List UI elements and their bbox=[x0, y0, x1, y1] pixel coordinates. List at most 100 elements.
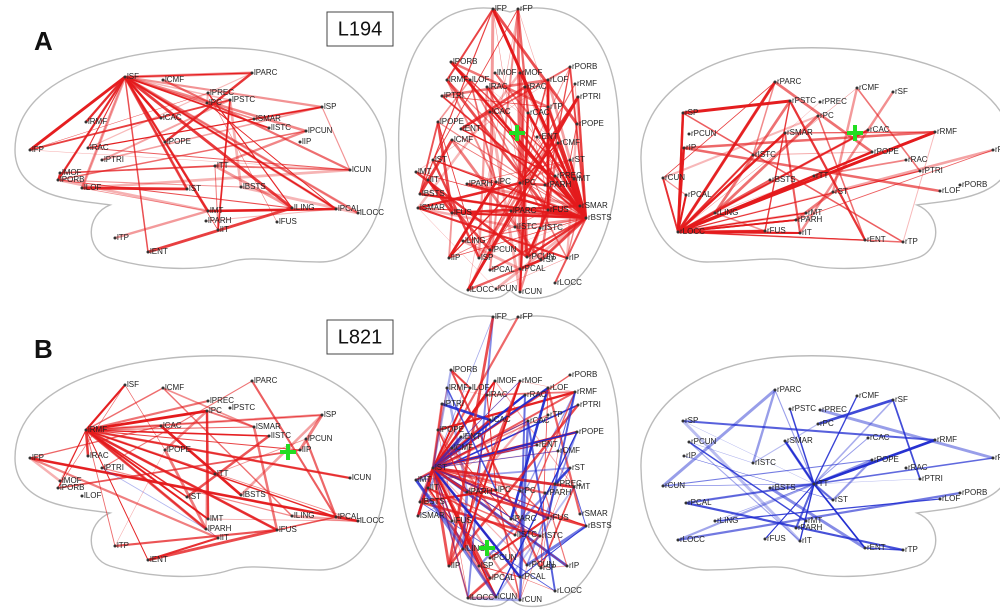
node-label: lPARH bbox=[469, 179, 493, 188]
node-label: lCAC bbox=[163, 113, 182, 122]
edge bbox=[517, 8, 587, 219]
node bbox=[509, 517, 513, 521]
node-label: lPTRI bbox=[444, 91, 464, 100]
node bbox=[783, 439, 787, 443]
node-label: rST bbox=[572, 155, 585, 164]
edge bbox=[81, 186, 188, 191]
node-label: lPARC bbox=[513, 514, 537, 523]
node-label: lENT bbox=[463, 432, 481, 441]
edge bbox=[417, 206, 516, 229]
node bbox=[681, 111, 685, 115]
node-label: lPARC bbox=[254, 376, 278, 385]
edge bbox=[466, 182, 587, 220]
edge bbox=[467, 66, 571, 291]
node bbox=[816, 422, 820, 426]
edge bbox=[85, 413, 323, 432]
node-label: rISTC bbox=[755, 150, 776, 159]
node-label: lCMF bbox=[165, 75, 184, 84]
node bbox=[113, 236, 117, 240]
node-label: lPOPE bbox=[167, 445, 191, 454]
node bbox=[206, 91, 210, 95]
edge bbox=[662, 483, 815, 487]
node-label: lPCAL bbox=[338, 204, 361, 213]
edge bbox=[682, 419, 936, 442]
edge bbox=[29, 92, 209, 151]
node bbox=[661, 176, 665, 180]
node-label: rPCUN bbox=[529, 252, 555, 261]
node-label: lPSTC bbox=[232, 95, 255, 104]
node bbox=[213, 164, 217, 168]
node-label: rENT bbox=[867, 543, 886, 552]
node-label: rPTRI bbox=[580, 400, 601, 409]
edge bbox=[124, 76, 231, 101]
node bbox=[556, 449, 560, 453]
node-label: lLOCC bbox=[360, 516, 384, 525]
seed-marker bbox=[280, 444, 296, 460]
edge bbox=[451, 139, 587, 219]
edge bbox=[677, 483, 815, 541]
node bbox=[488, 268, 492, 272]
edge bbox=[228, 99, 243, 188]
edge bbox=[432, 444, 538, 469]
node bbox=[206, 209, 210, 213]
node bbox=[684, 193, 688, 197]
node-label: rSP bbox=[543, 563, 556, 572]
node-label: lFUS bbox=[279, 217, 297, 226]
edge bbox=[448, 209, 549, 259]
node-label: rRMF bbox=[937, 127, 957, 136]
edge bbox=[714, 212, 766, 232]
edge bbox=[495, 486, 575, 598]
edge bbox=[240, 414, 323, 496]
node bbox=[576, 95, 580, 99]
subject-label: L821 bbox=[338, 326, 383, 348]
edge bbox=[813, 483, 866, 549]
node bbox=[461, 239, 465, 243]
edge bbox=[519, 380, 576, 393]
node bbox=[84, 120, 88, 124]
node bbox=[416, 514, 420, 518]
node-label: lPCAL bbox=[338, 512, 361, 521]
edge bbox=[57, 178, 209, 213]
edge bbox=[569, 66, 587, 219]
node bbox=[523, 85, 527, 89]
edge bbox=[214, 164, 293, 210]
edge bbox=[445, 79, 550, 211]
node bbox=[518, 267, 522, 271]
edge bbox=[774, 389, 815, 485]
node-label: lLING bbox=[465, 544, 485, 553]
edge bbox=[466, 490, 587, 528]
node-label: lLOF bbox=[84, 491, 101, 500]
edge bbox=[85, 429, 207, 530]
node bbox=[431, 466, 435, 470]
node bbox=[783, 131, 787, 135]
node-label: lCUN bbox=[498, 592, 517, 601]
node bbox=[553, 589, 557, 593]
node bbox=[538, 226, 542, 230]
node bbox=[682, 146, 686, 150]
edge bbox=[902, 131, 936, 243]
edge bbox=[124, 75, 337, 211]
edge bbox=[540, 387, 549, 569]
node bbox=[275, 528, 279, 532]
node-label: lIP bbox=[302, 137, 311, 146]
node bbox=[488, 418, 492, 422]
node bbox=[204, 219, 208, 223]
node-label: lSMAR bbox=[256, 114, 281, 123]
node bbox=[684, 501, 688, 505]
node-label: rFP bbox=[520, 312, 533, 321]
node-label: rCMF bbox=[859, 83, 879, 92]
node-label: rSMAR bbox=[582, 509, 608, 518]
node-label: rPC bbox=[522, 178, 536, 187]
edge bbox=[124, 384, 166, 451]
edge bbox=[162, 79, 351, 171]
node-label: rRAC bbox=[527, 390, 547, 399]
edge bbox=[478, 217, 587, 259]
edge bbox=[447, 380, 522, 567]
node-label: lBSTS bbox=[243, 490, 266, 499]
node-label: lLING bbox=[465, 236, 485, 245]
node bbox=[794, 218, 798, 222]
node-label: rFUS bbox=[767, 226, 786, 235]
edge bbox=[432, 374, 571, 469]
edge bbox=[432, 316, 519, 469]
node bbox=[436, 120, 440, 124]
